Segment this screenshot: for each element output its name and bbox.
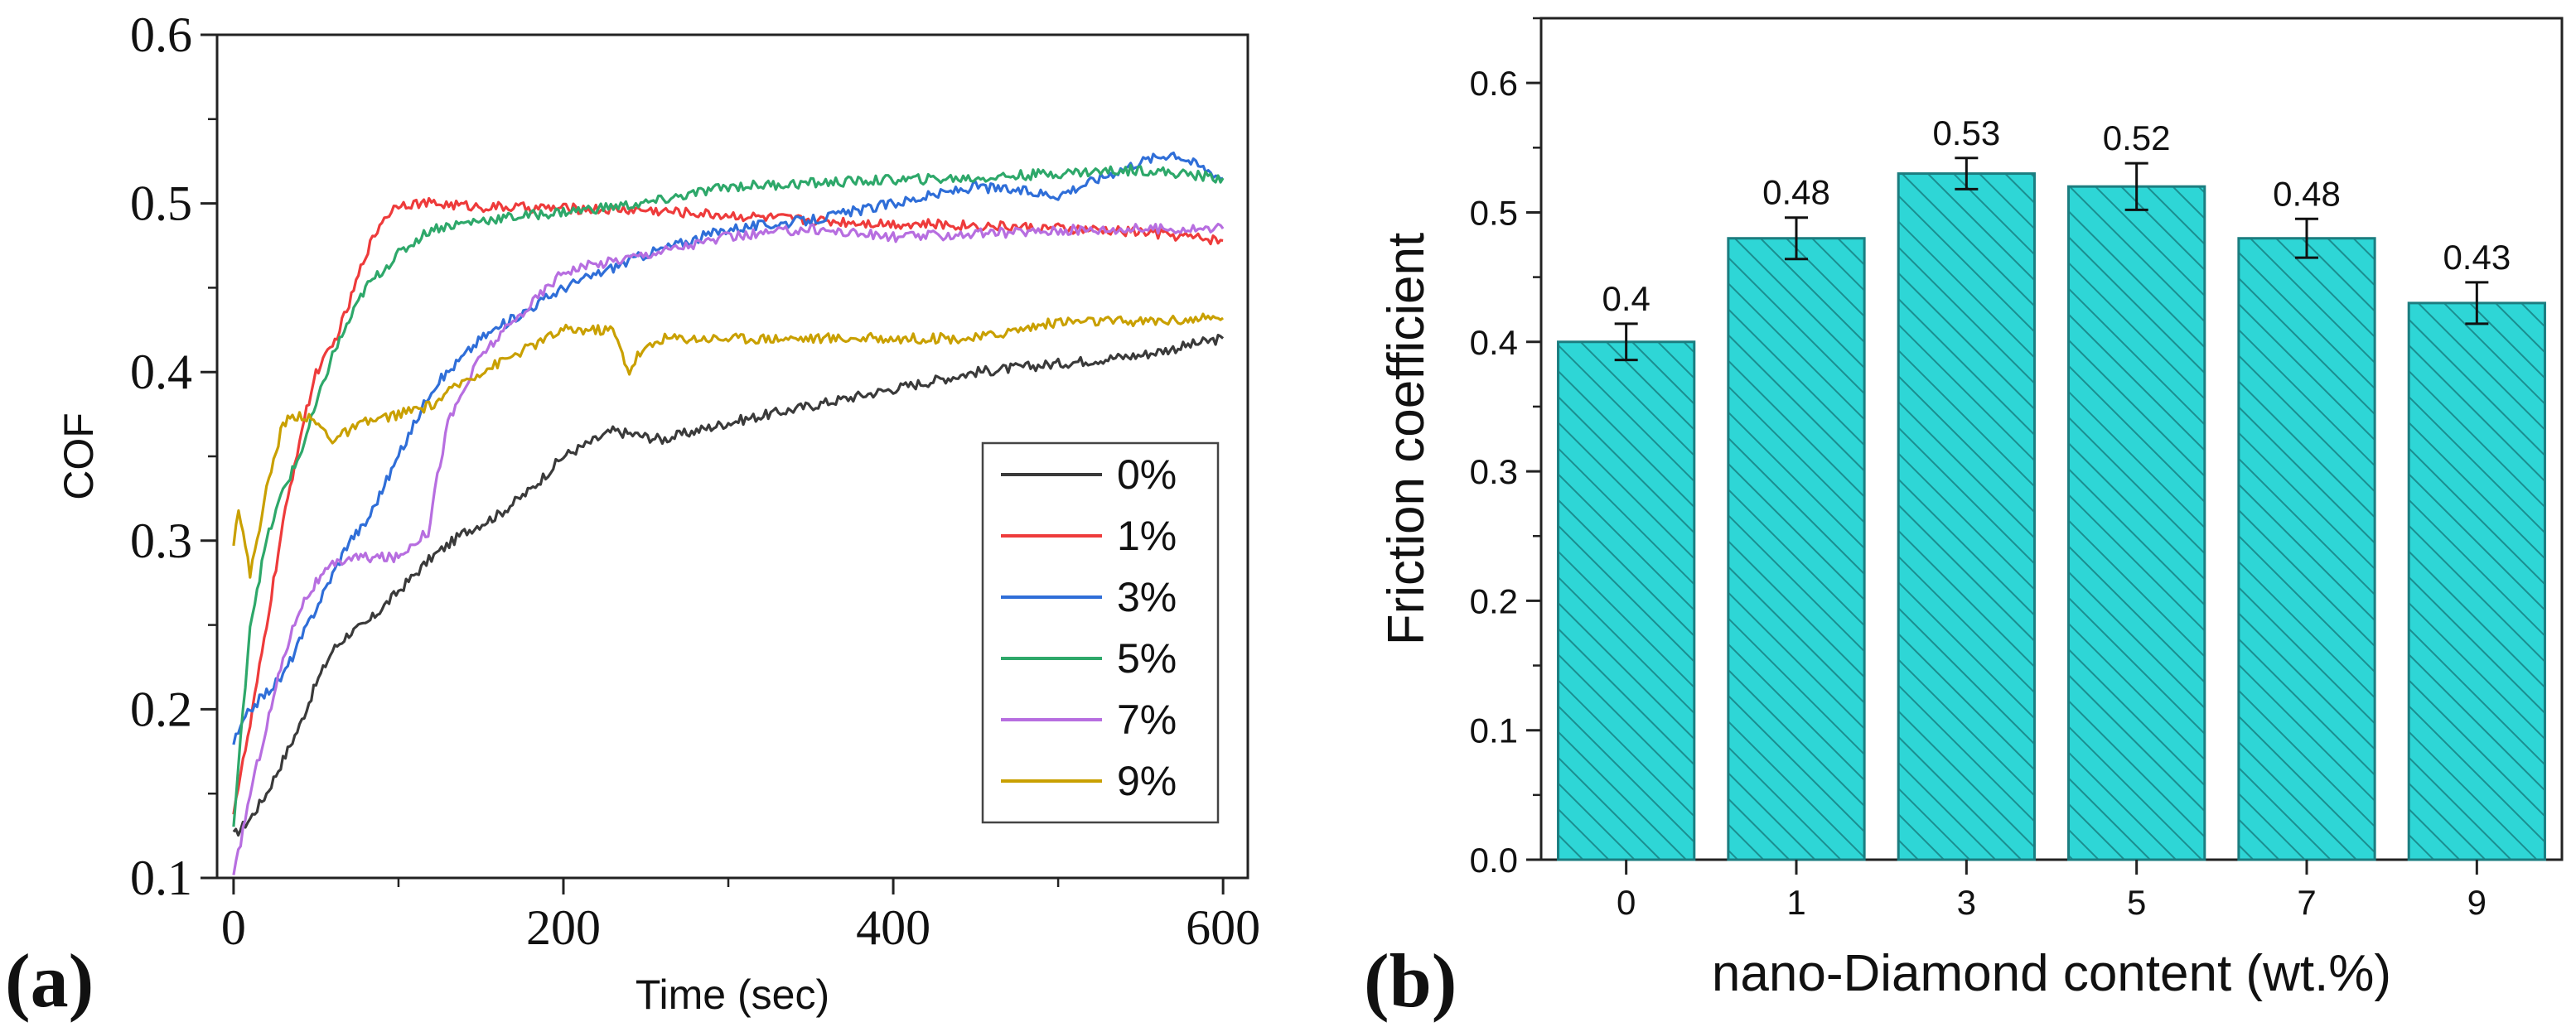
panel-b-bars: 0.4 0.48 0.53 0.52 0.48 0.43 (1557, 113, 2546, 861)
legend-label: 3% (1117, 574, 1177, 620)
data-label: 0.48 (1762, 173, 1830, 212)
panel-a-label: (a) (5, 938, 94, 1023)
x-tick-label: 9 (2467, 883, 2487, 922)
panel-b-label: (b) (1364, 938, 1457, 1023)
panel-a-y-axis-label: COF (56, 412, 102, 500)
panel-b-y-axis-label: Friction coefficient (1378, 233, 1435, 646)
series-line-9pct (232, 312, 1225, 579)
x-tick-label: 7 (2297, 883, 2316, 922)
x-tick-label: 5 (2127, 883, 2146, 922)
bar-7 (2237, 237, 2376, 861)
y-tick-label: 0.4 (130, 345, 192, 399)
y-tick-label: 0.3 (130, 514, 192, 568)
series-line-1pct (232, 196, 1224, 815)
data-label: 0.53 (1932, 113, 2000, 152)
legend-box (981, 441, 1220, 824)
legend-label: 7% (1117, 697, 1177, 743)
y-tick-label: 0.2 (130, 682, 192, 736)
y-tick-label: 0.1 (130, 851, 192, 905)
panel-b-plot-frame (1539, 17, 2564, 861)
bar-0 (1557, 340, 1696, 861)
x-tick-label: 400 (856, 900, 930, 955)
panel-a-x-axis-label: Time (sec) (636, 972, 829, 1018)
panel-b-x-axis-label: nano-Diamond content (wt.%) (1712, 945, 2391, 1002)
x-tick-label: 3 (1957, 883, 1976, 922)
y-tick-label: 0.3 (1470, 452, 1518, 491)
series-line-0pct (232, 334, 1225, 837)
bar-5 (2067, 185, 2206, 861)
panel-b: (b) 0.0 0.1 0.2 0.3 0.4 0.5 0.6 0.4 0.48 0.53 0.5… (1364, 17, 2564, 1023)
y-tick-label: 0.4 (1470, 323, 1518, 362)
legend-label: 1% (1117, 513, 1177, 559)
series-line-5pct (232, 163, 1225, 827)
x-tick-label: 0 (221, 900, 246, 955)
data-label: 0.4 (1602, 279, 1650, 318)
panel-b-y-axis: 0.0 0.1 0.2 0.3 0.4 0.5 0.6 (1470, 17, 1541, 880)
bar-3 (1897, 172, 2036, 861)
bar-1 (1727, 237, 1866, 861)
x-tick-label: 200 (526, 900, 601, 955)
data-label: 0.43 (2443, 238, 2511, 277)
y-tick-label: 0.0 (1470, 841, 1518, 880)
legend-label: 0% (1117, 451, 1177, 498)
panel-a-legend: 0% 1% 3% 5% 7% 9% (981, 441, 1220, 824)
x-tick-label: 0 (1617, 883, 1636, 922)
series-line-7pct (232, 222, 1225, 875)
panel-a-y-axis: 0.1 0.2 0.3 0.4 0.5 0.6 (130, 7, 217, 905)
data-label: 0.48 (2273, 174, 2341, 213)
legend-label: 9% (1117, 758, 1177, 804)
bar-9 (2407, 301, 2546, 861)
y-tick-label: 0.6 (130, 7, 192, 62)
series-line-3pct (232, 152, 1224, 745)
panel-a-series (232, 152, 1225, 875)
y-tick-label: 0.2 (1470, 581, 1518, 620)
panel-a: (a) 0.1 0.2 0.3 0.4 0.5 0.6 0 200 400 600 COF Ti… (5, 7, 1260, 1023)
panel-b-x-axis: 0 1 3 5 7 9 (1617, 860, 2487, 922)
panel-a-x-axis: 0 200 400 600 (221, 878, 1260, 955)
y-tick-label: 0.1 (1470, 711, 1518, 750)
data-label: 0.52 (2103, 118, 2171, 157)
y-tick-label: 0.5 (130, 176, 192, 231)
y-tick-label: 0.6 (1470, 64, 1518, 103)
x-tick-label: 1 (1786, 883, 1805, 922)
y-tick-label: 0.5 (1470, 193, 1518, 232)
legend-label: 5% (1117, 635, 1177, 682)
x-tick-label: 600 (1186, 900, 1260, 955)
